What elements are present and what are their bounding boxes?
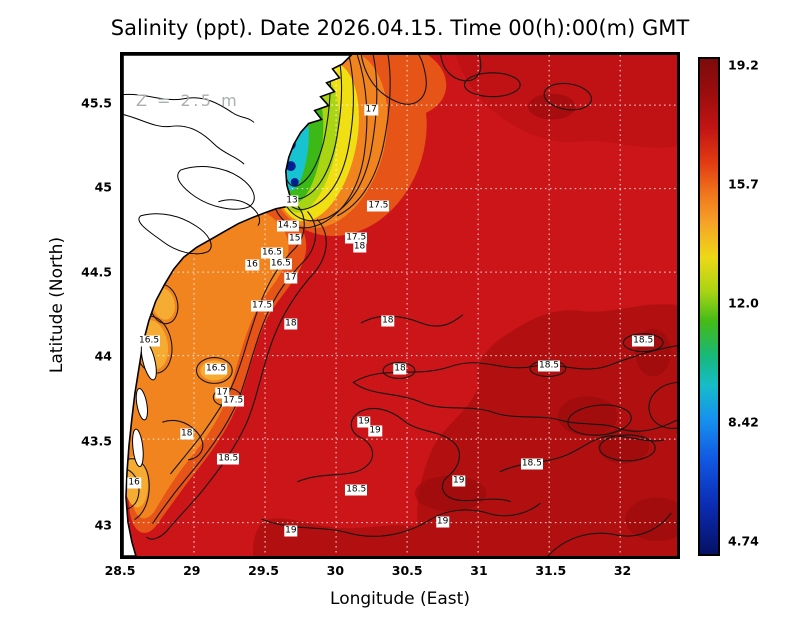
contour-label: 16.5 xyxy=(138,335,161,347)
contour-label: 18.5 xyxy=(217,453,240,465)
colorbar-tick-label: 8.42 xyxy=(728,414,759,430)
plot-area: Z = 2.5 m 17 13 17.5 17.5 18 14.5 15 16.5 16 16.5… xyxy=(120,52,680,559)
salinity-map xyxy=(123,55,677,556)
land-detail-lines xyxy=(123,93,261,255)
contour-label-layer: 17 13 17.5 17.5 18 14.5 15 16.5 16 16.5 17 17.5 18 18… xyxy=(123,55,677,556)
sea-fill-layers xyxy=(123,55,677,556)
contour-label: 18.5 xyxy=(537,360,561,372)
contour-label: 19 xyxy=(451,475,466,487)
colorbar-tick-labels: 19.2 15.7 12.0 8.42 4.74 xyxy=(698,57,759,556)
gridlines xyxy=(123,55,677,556)
y-tick-label: 43 xyxy=(94,517,112,533)
x-tick-label: 30 xyxy=(326,563,345,578)
contour-label: 18.5 xyxy=(520,458,543,470)
contour-label: 16 xyxy=(245,259,259,271)
colorbar xyxy=(698,57,720,556)
colorbar-tick-label: 4.74 xyxy=(728,533,759,549)
contour-label: 16 xyxy=(127,477,141,489)
x-axis-label: Longitude (East) xyxy=(330,589,470,609)
x-tick-label: 30.5 xyxy=(391,563,423,578)
contour-label: 18 xyxy=(381,315,395,327)
x-tick-label: 29 xyxy=(183,563,201,578)
contour-label: 19 xyxy=(368,425,382,437)
y-axis-ticks: 45.5 45 44.5 44 43.5 43 xyxy=(70,52,116,559)
colorbar-tick-label: 15.7 xyxy=(728,176,759,192)
contour-label: 16.5 xyxy=(269,258,292,270)
contour-label: 17.5 xyxy=(222,395,245,407)
contour-label: 19 xyxy=(284,525,298,537)
contour-label: 18.5 xyxy=(632,335,655,347)
contour-label: 19 xyxy=(357,416,371,428)
contour-lines xyxy=(123,55,677,556)
contour-label: 18.5 xyxy=(345,484,368,496)
contour-label: 18 xyxy=(284,318,298,330)
contour-label: 14.5 xyxy=(276,220,299,232)
x-axis-ticks: 28.5 29 29.5 30 30.5 31 31.5 32 xyxy=(105,563,680,581)
y-tick-label: 45.5 xyxy=(81,95,112,111)
depth-annotation: Z = 2.5 m xyxy=(136,91,240,110)
y-tick-label: 44.5 xyxy=(81,264,112,280)
contour-label: 18 xyxy=(352,241,367,253)
coastal-lagoons xyxy=(132,340,157,468)
y-tick-label: 43.5 xyxy=(81,433,112,449)
colorbar-tick-label: 12.0 xyxy=(728,295,759,311)
contour-label: 15 xyxy=(288,233,302,245)
contour-label: 17.5 xyxy=(345,232,368,244)
contour-label: 19 xyxy=(435,516,450,528)
y-tick-label: 44 xyxy=(94,348,112,364)
x-tick-label: 31.5 xyxy=(535,563,567,578)
contour-label: 18 xyxy=(179,428,194,440)
contour-label: 16.5 xyxy=(205,363,228,375)
x-tick-label: 31 xyxy=(470,563,488,578)
contour-label: 17.5 xyxy=(367,200,390,212)
deepest-red-patches xyxy=(414,93,677,542)
land-polygon xyxy=(123,55,353,556)
y-tick-label: 45 xyxy=(94,179,112,195)
colorbar-tick-label: 19.2 xyxy=(728,57,759,73)
contour-label: 17.5 xyxy=(251,300,274,312)
y-axis-label: Latitude (North) xyxy=(47,236,67,374)
contour-label: 17 xyxy=(364,104,378,116)
x-tick-label: 29.5 xyxy=(248,563,279,578)
x-tick-label: 28.5 xyxy=(104,563,136,578)
contour-label: 18 xyxy=(393,363,407,375)
plot-title: Salinity (ppt). Date 2026.04.15. Time 00… xyxy=(110,16,690,40)
colorbar-gradient xyxy=(700,59,718,554)
contour-label: 13 xyxy=(285,195,299,207)
x-tick-label: 32 xyxy=(613,563,632,578)
contour-label: 17 xyxy=(215,387,229,399)
contour-label: 17 xyxy=(284,272,298,284)
contour-label: 16.5 xyxy=(260,247,284,259)
